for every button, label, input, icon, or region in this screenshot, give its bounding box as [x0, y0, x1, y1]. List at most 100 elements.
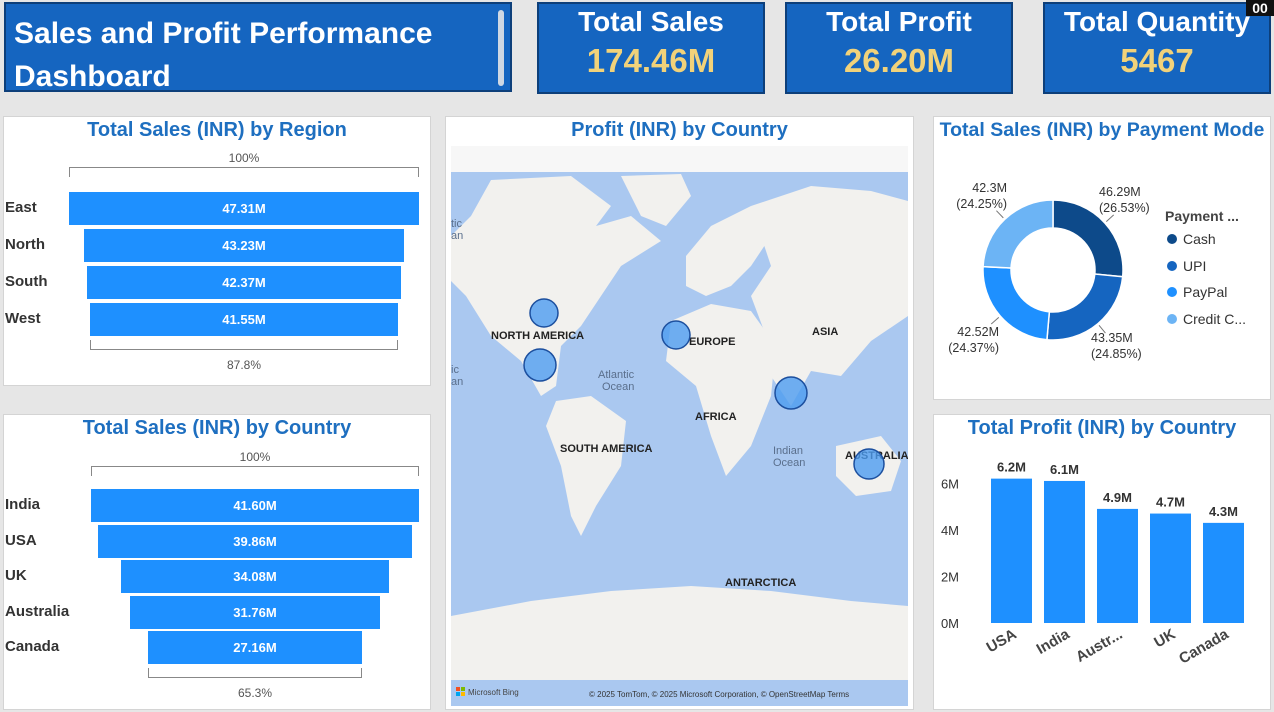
funnel-bar[interactable]: 42.37M: [87, 266, 401, 299]
slice-value-label: 43.35M: [1091, 331, 1133, 345]
ocean-label-indian-2: Ocean: [773, 457, 805, 469]
funnel-bar[interactable]: 31.76M: [129, 595, 381, 629]
column-bar[interactable]: [1097, 508, 1138, 623]
x-category-label: UK: [1151, 626, 1178, 652]
chart-title: Total Sales (INR) by Region: [87, 119, 347, 141]
land-africa: [666, 304, 776, 476]
payment-donut-chart: 46.29M (26.53%) 43.35M (24.85%) 42.52M (24.37…: [948, 181, 1149, 361]
slice-value-label: 42.52M: [957, 325, 999, 339]
x-category-label: Austr...: [1073, 626, 1126, 666]
land-greenland: [621, 174, 691, 226]
map-label-europe: EUROPE: [689, 336, 735, 348]
legend-label: Credit C...: [1183, 311, 1247, 327]
ocean-label-atlantic: Atlantic: [598, 369, 635, 381]
kpi-value: 5467: [1120, 42, 1194, 79]
legend-label: PayPal: [1183, 284, 1228, 300]
funnel-bar[interactable]: 43.23M: [84, 229, 404, 262]
data-label: 6.2M: [997, 460, 1026, 475]
top-scale: [91, 466, 419, 476]
legend-label: Cash: [1183, 231, 1216, 247]
legend-item-paypal[interactable]: PayPal: [1167, 284, 1227, 300]
data-label: 4.3M: [1209, 504, 1238, 519]
column-bar[interactable]: [991, 478, 1032, 623]
edge-label: tic: [451, 218, 463, 230]
y-tick-label: 2M: [941, 569, 959, 584]
y-tick-label: 6M: [941, 476, 959, 491]
category-label: West: [5, 310, 41, 327]
x-category-label: Canada: [1176, 625, 1232, 667]
slice-percent-label: (24.85%): [1091, 347, 1142, 361]
funnel-bar[interactable]: 27.16M: [147, 631, 363, 664]
leader-line: [990, 317, 1000, 325]
kpi-label: Total Quantity: [1063, 6, 1251, 37]
kpi-total-quantity: Total Quantity 5467: [1043, 2, 1271, 94]
data-label: 4.9M: [1103, 490, 1132, 505]
land-south-america: [546, 396, 626, 536]
top-percent-label: 100%: [228, 151, 260, 165]
x-category-label: India: [1034, 625, 1073, 658]
funnel-bar[interactable]: 34.08M: [120, 560, 390, 593]
slice-percent-label: (24.25%): [956, 197, 1007, 211]
slice-value-label: 46.29M: [1099, 185, 1141, 199]
bing-logo: Microsoft Bing: [468, 688, 519, 697]
category-label: India: [5, 496, 41, 513]
y-tick-label: 4M: [941, 523, 959, 538]
kpi-total-sales: Total Sales 174.46M: [537, 2, 765, 94]
land-north-america: [451, 176, 661, 396]
top-scale: [69, 167, 419, 177]
profit-column-chart: 0M 2M 4M 6M 6.2M USA 6.1M India 4.9M Austr... 4.7M…: [941, 460, 1244, 668]
category-label: UK: [5, 567, 27, 584]
category-label: USA: [5, 531, 37, 549]
leader-line: [1098, 325, 1106, 334]
ocean-label-indian: Indian: [773, 445, 803, 457]
legend-dot: [1167, 261, 1177, 271]
legend-item-upi[interactable]: UPI: [1167, 258, 1206, 274]
map-footer: [451, 680, 908, 706]
kpi-label: Total Sales: [578, 6, 724, 37]
leader-line: [1105, 214, 1115, 222]
title-scrollbar[interactable]: [498, 10, 504, 86]
funnel-bar[interactable]: 39.86M: [97, 524, 413, 558]
bubble-uk[interactable]: [661, 320, 691, 350]
category-label: South: [5, 273, 48, 290]
legend-dot: [1167, 234, 1177, 244]
legend-dot: [1167, 287, 1177, 297]
bubble-australia[interactable]: [853, 448, 885, 480]
bubble-canada[interactable]: [529, 298, 559, 328]
top-percent-label: 100%: [239, 450, 271, 464]
land-antarctica: [451, 586, 908, 706]
legend-label: UPI: [1183, 258, 1207, 274]
edge-label: an: [451, 376, 463, 388]
column-bar[interactable]: [1150, 513, 1191, 623]
donut-slice[interactable]: [982, 199, 1054, 269]
column-bar[interactable]: [1044, 480, 1085, 623]
column-bar[interactable]: [1203, 522, 1244, 623]
legend-dot: [1167, 314, 1177, 324]
ocean-label-atlantic-2: Ocean: [602, 381, 634, 393]
data-label: 6.1M: [1050, 462, 1079, 477]
map-label-africa: AFRICA: [695, 411, 737, 423]
land-asia: [751, 186, 908, 406]
category-label: Canada: [5, 638, 60, 655]
funnel-bar[interactable]: 47.31M: [69, 192, 419, 225]
category-label: Australia: [5, 602, 70, 620]
funnel-bar[interactable]: 41.60M: [91, 489, 419, 522]
legend-item-cash[interactable]: Cash: [1167, 231, 1216, 247]
kpi-total-profit: Total Profit 26.20M: [785, 2, 1013, 94]
world-map[interactable]: NORTH AMERICA EUROPE ASIA AFRICA SOUTH A…: [451, 146, 908, 706]
legend-title: Payment ...: [1165, 208, 1239, 224]
bubble-india[interactable]: [774, 376, 808, 410]
legend-item-credit-card[interactable]: Credit C...: [1167, 311, 1246, 327]
bottom-percent-label: 65.3%: [237, 686, 273, 700]
map-attribution[interactable]: © 2025 TomTom, © 2025 Microsoft Corporat…: [589, 690, 849, 699]
bottom-percent-label: 87.8%: [226, 358, 262, 372]
dashboard-title-box: Sales and Profit Performance Dashboard: [4, 2, 512, 93]
category-label: North: [5, 236, 45, 253]
dashboard-title: Sales and Profit Performance Dashboard: [14, 17, 433, 93]
bubble-usa[interactable]: [523, 348, 557, 382]
kpi-value: 174.46M: [586, 42, 716, 79]
land-europe: [686, 206, 771, 296]
map-label-asia: ASIA: [812, 326, 838, 338]
corner-badge: 00: [1246, 0, 1274, 16]
funnel-bar[interactable]: 41.55M: [90, 303, 398, 336]
